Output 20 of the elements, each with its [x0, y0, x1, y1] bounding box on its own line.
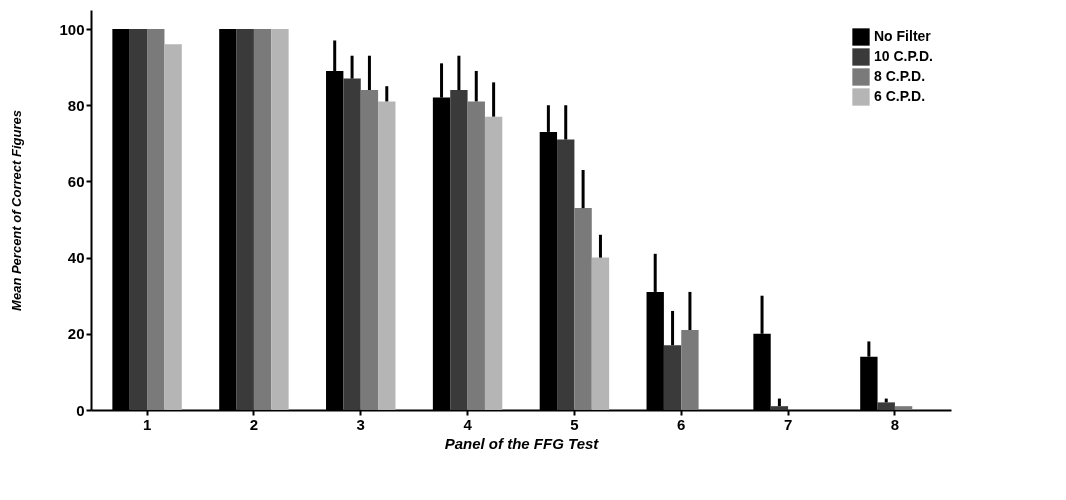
- legend-label: 10 C.P.D.: [874, 48, 933, 64]
- x-tick-label: 2: [249, 415, 259, 433]
- x-tick-label: 3: [356, 415, 365, 433]
- x-tick-label: 6: [677, 415, 686, 433]
- legend-label: 6 C.P.D.: [874, 88, 926, 104]
- x-axis-title: Panel of the FFG Test: [444, 434, 600, 452]
- y-tick-label: 60: [67, 172, 85, 190]
- y-tick-label: 40: [67, 249, 85, 267]
- x-tick-label: 7: [783, 415, 793, 433]
- x-tick-label: 4: [463, 415, 473, 433]
- x-tick-label: 5: [570, 415, 579, 433]
- y-tick-label: 100: [59, 20, 85, 38]
- y-axis-title: Mean Percent of Correct Figures: [9, 110, 25, 311]
- y-tick-label: 80: [67, 96, 85, 114]
- legend-label: No Filter: [874, 28, 932, 44]
- y-tick-label: 20: [67, 325, 85, 343]
- legend-label: 8 C.P.D.: [874, 68, 926, 84]
- x-tick-label: 1: [142, 415, 152, 433]
- y-tick-label: 0: [76, 401, 85, 419]
- x-tick-label: 8: [890, 415, 900, 433]
